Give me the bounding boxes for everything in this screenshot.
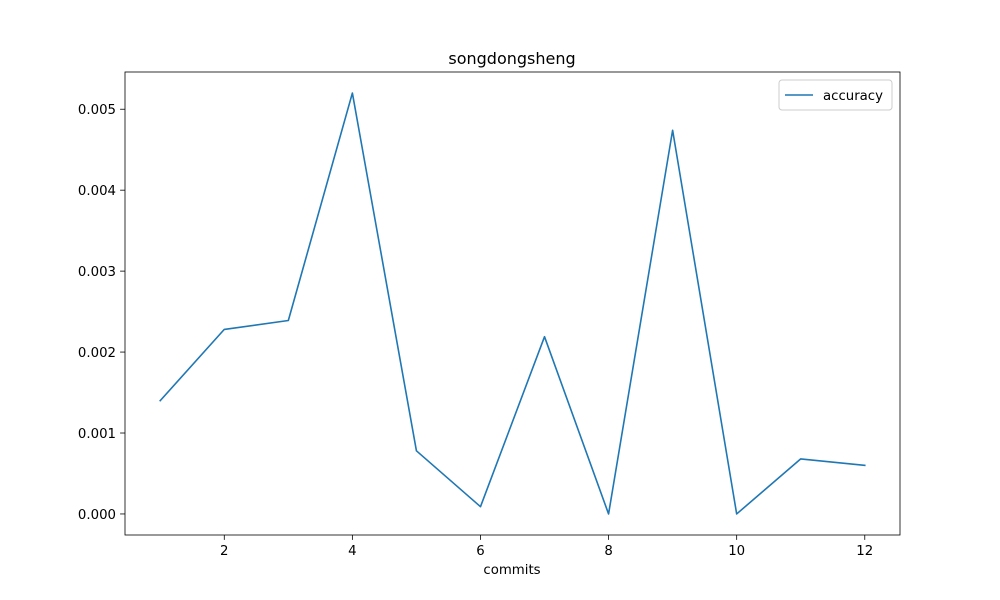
y-axis-ticks: 0.000 0.001 0.002 0.003 0.004 0.005 <box>78 103 125 523</box>
x-tick-label: 2 <box>220 544 228 559</box>
chart-title: songdongsheng <box>448 49 575 68</box>
y-tick-label: 0.000 <box>78 508 116 523</box>
x-tick-label: 12 <box>856 544 873 559</box>
x-tick-label: 4 <box>348 544 356 559</box>
x-axis-ticks: 2 4 6 8 10 12 <box>220 535 873 559</box>
y-tick-label: 0.002 <box>78 346 116 361</box>
x-tick-label: 10 <box>728 544 745 559</box>
x-tick-label: 8 <box>604 544 612 559</box>
y-tick-label: 0.003 <box>78 265 116 280</box>
plot-area <box>124 71 901 536</box>
legend-label: accuracy <box>823 89 883 104</box>
legend-box <box>778 79 893 111</box>
x-tick-label: 6 <box>476 544 484 559</box>
axes-frame <box>124 71 901 536</box>
x-axis-label: commits <box>483 563 540 578</box>
legend: accuracy <box>778 79 893 111</box>
y-tick-label: 0.001 <box>78 427 116 442</box>
y-tick-label: 0.004 <box>78 184 116 199</box>
series-line-accuracy <box>159 92 866 515</box>
y-tick-label: 0.005 <box>78 103 116 118</box>
